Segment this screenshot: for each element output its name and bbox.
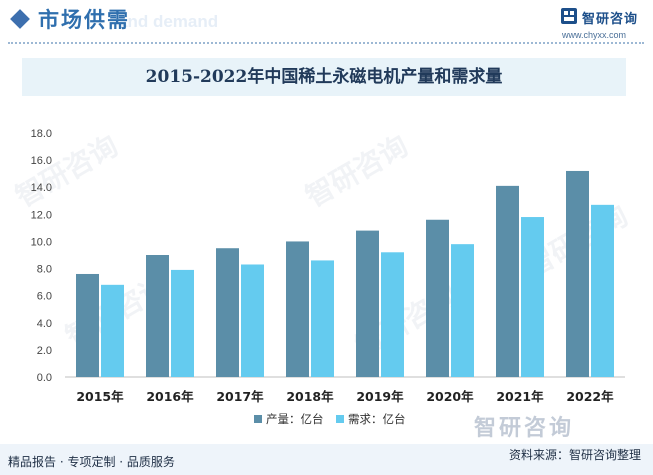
demand-bar: [311, 260, 334, 377]
demand-bar: [591, 204, 614, 377]
demand-bar: [451, 244, 474, 377]
y-tick-label: 2.0: [37, 345, 52, 357]
footer-slogan: 精品报告 · 专项定制 · 品质服务: [8, 455, 175, 469]
demand-bar: [171, 269, 194, 377]
logo-url: www.chyxx.com: [562, 30, 627, 40]
y-tick-label: 12.0: [31, 209, 52, 221]
bar-chart: 0.0 2.0 4.0 6.0 8.0 10.0 12.0 14.0 16.0 18.0 2015年…: [31, 128, 625, 426]
production-bar: [146, 255, 169, 377]
x-tick-label: 2017年: [216, 389, 264, 404]
x-tick-label: 2020年: [426, 389, 474, 404]
x-tick-label: 2016年: [146, 389, 194, 404]
production-bar: [216, 248, 239, 377]
demand-bar: [381, 252, 404, 377]
section-header: and demand 市场供需 智研咨询 www.chyxx.com: [0, 0, 653, 48]
logo-icon: [561, 8, 577, 24]
y-tick-label: 8.0: [37, 264, 52, 276]
x-tick-label: 2015年: [76, 389, 124, 404]
production-bar: [356, 230, 379, 377]
demand-bar: [521, 217, 544, 377]
legend-swatch: [336, 415, 344, 423]
legend-swatch: [254, 415, 262, 423]
x-tick-label: 2022年: [566, 389, 614, 404]
chart-title-bar: 2015-2022年中国稀土永磁电机产量和需求量: [22, 58, 626, 96]
footer-bar: 精品报告 · 专项定制 · 品质服务 资料来源：智研咨询整理: [0, 444, 653, 475]
y-tick-label: 6.0: [37, 291, 52, 303]
production-bar: [496, 185, 519, 377]
production-bar: [426, 219, 449, 377]
brand-logo: 智研咨询 www.chyxx.com: [560, 6, 650, 44]
x-tick-label: 2019年: [356, 389, 404, 404]
production-bar: [566, 170, 589, 377]
y-tick-label: 4.0: [37, 318, 52, 330]
y-tick-label: 18.0: [31, 128, 52, 140]
y-tick-label: 10.0: [31, 236, 52, 248]
production-bar: [76, 273, 99, 377]
header-background-text: and demand: [118, 12, 219, 31]
section-title: 市场供需: [38, 8, 130, 32]
logo-name: 智研咨询: [582, 12, 639, 27]
header-divider: [8, 42, 644, 44]
demand-bar: [241, 264, 264, 377]
chart-title: 2015-2022年中国稀土永磁电机产量和需求量: [145, 67, 503, 87]
x-tick-label: 2021年: [496, 389, 544, 404]
x-tick-label: 2018年: [286, 389, 334, 404]
production-bar: [286, 241, 309, 377]
y-tick-label: 14.0: [31, 182, 52, 194]
y-tick-label: 0.0: [37, 372, 52, 384]
brand-watermark: 智研咨询: [474, 416, 575, 441]
source-note: 资料来源：智研咨询整理: [508, 448, 641, 462]
legend-label: 需求：亿台: [348, 412, 406, 426]
legend-label: 产量：亿台: [266, 412, 324, 426]
y-tick-label: 16.0: [31, 155, 52, 167]
demand-bar: [101, 284, 124, 377]
